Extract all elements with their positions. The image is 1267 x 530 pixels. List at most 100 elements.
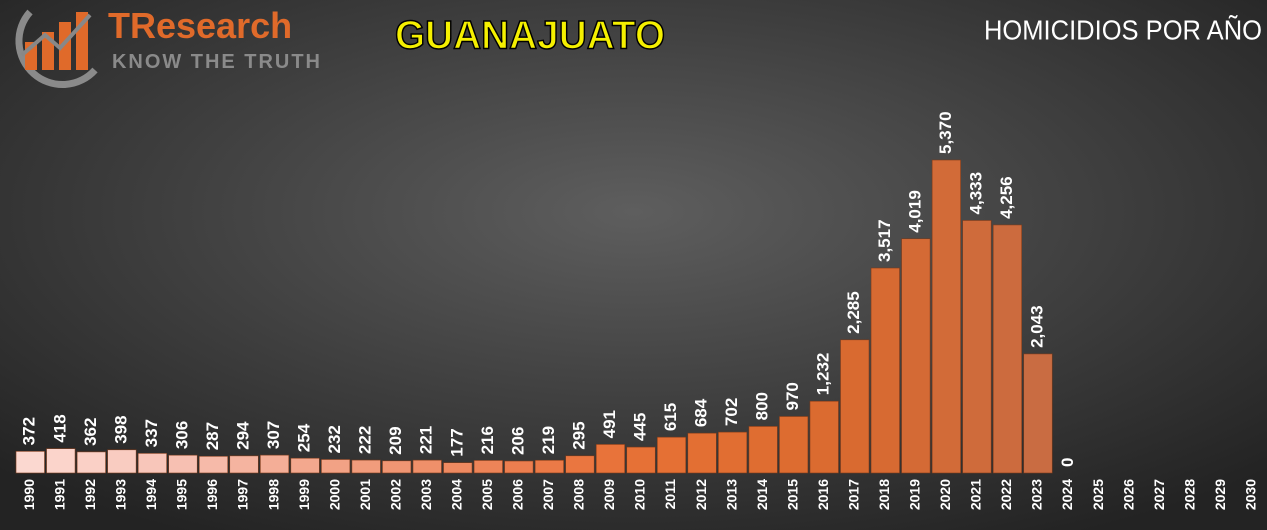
- value-label: 222: [356, 426, 375, 454]
- x-tick-label: 2015: [784, 479, 800, 510]
- x-tick-label: 2002: [387, 479, 403, 510]
- bar: [76, 451, 106, 474]
- bar: [168, 454, 198, 474]
- logo-tagline: KNOW THE TRUTH: [112, 51, 320, 73]
- bar: [901, 238, 931, 474]
- x-tick-label: 1996: [204, 479, 220, 510]
- value-label: 491: [600, 410, 619, 438]
- x-tick-label: 1992: [82, 479, 98, 510]
- value-label: 209: [386, 426, 405, 454]
- value-label: 372: [20, 417, 39, 445]
- value-label: 362: [81, 418, 100, 446]
- value-label: 684: [692, 398, 711, 427]
- x-tick-label: 2028: [1181, 479, 1197, 510]
- value-label: 800: [753, 392, 772, 420]
- bar: [259, 454, 290, 474]
- value-label: 5,370: [936, 111, 955, 154]
- x-tick-label: 2009: [601, 479, 617, 510]
- bar: [473, 460, 503, 474]
- bar: [198, 455, 229, 474]
- x-tick-label: 1993: [113, 479, 129, 510]
- value-label: 177: [447, 428, 466, 456]
- bar: [321, 459, 351, 474]
- x-tick-label: 2017: [845, 479, 861, 510]
- bar: [687, 432, 717, 474]
- value-label: 221: [417, 426, 436, 454]
- value-label: 1,232: [814, 353, 833, 396]
- x-tick-label: 2019: [907, 479, 923, 510]
- logo: TResearch KNOW THE TRUTH: [15, 5, 320, 89]
- x-tick-label: 2029: [1212, 479, 1228, 510]
- bar: [626, 446, 656, 474]
- x-tick-label: 2016: [815, 479, 831, 510]
- value-label: 216: [478, 426, 497, 454]
- x-tick-label: 2014: [754, 479, 770, 510]
- x-tick-label: 2022: [998, 479, 1014, 510]
- logo-ring: [15, 9, 98, 89]
- chart-title: GUANAJUATO: [395, 14, 665, 58]
- x-tick-label: 1999: [296, 479, 312, 510]
- x-tick-label: 2000: [326, 479, 342, 510]
- logo-bar: [59, 22, 71, 70]
- value-label: 254: [295, 423, 314, 452]
- x-tick-label: 2024: [1059, 479, 1075, 510]
- value-label: 970: [783, 382, 802, 410]
- x-tick-label: 2007: [540, 479, 556, 510]
- bar: [718, 431, 748, 474]
- x-tick-label: 2001: [357, 479, 373, 510]
- bar: [412, 459, 442, 474]
- value-label: 398: [111, 415, 130, 443]
- x-tick-label: 2011: [662, 479, 678, 510]
- bar: [1023, 353, 1053, 474]
- bar: [595, 444, 626, 474]
- x-tick-label: 2006: [510, 479, 526, 510]
- x-tick-label: 2004: [448, 479, 464, 510]
- logo-line: [20, 13, 92, 57]
- bar: [15, 451, 45, 474]
- bar: [290, 457, 320, 474]
- value-label: 4,256: [997, 176, 1016, 219]
- value-label: 702: [722, 398, 741, 426]
- value-label: 219: [539, 426, 558, 454]
- value-label: 295: [569, 421, 588, 449]
- bar: [870, 267, 900, 474]
- bar: [931, 159, 961, 474]
- bar: [107, 449, 137, 474]
- x-tick-label: 2003: [418, 479, 434, 510]
- x-tick-label: 1998: [265, 479, 281, 510]
- x-tick-label: 2021: [968, 479, 984, 510]
- bar: [656, 436, 687, 474]
- value-label: 2,285: [844, 291, 863, 334]
- value-label: 615: [661, 403, 680, 431]
- value-label: 294: [234, 421, 253, 450]
- bar: [382, 460, 412, 474]
- x-tick-label: 2030: [1242, 479, 1258, 510]
- x-tick-label: 1994: [143, 479, 159, 510]
- bar: [748, 426, 778, 474]
- x-tick-label: 1995: [174, 479, 190, 510]
- chart-subtitle: HOMICIDIOS POR AÑO: [984, 14, 1262, 45]
- value-label: 306: [172, 421, 191, 449]
- value-label: 307: [264, 421, 283, 449]
- value-label: 3,517: [875, 219, 894, 262]
- x-tick-label: 1997: [235, 479, 251, 510]
- bar: [992, 224, 1023, 474]
- x-tick-label: 1990: [21, 479, 37, 510]
- x-tick-label: 2026: [1120, 479, 1136, 510]
- value-label: 206: [508, 427, 527, 455]
- value-label: 0: [1058, 458, 1077, 467]
- value-label: 287: [203, 422, 222, 450]
- value-label: 337: [142, 419, 161, 447]
- bar: [565, 455, 595, 474]
- logo-name: TResearch: [108, 5, 292, 46]
- bar: [534, 459, 564, 474]
- value-label: 445: [630, 413, 649, 441]
- x-tick-label: 1991: [52, 479, 68, 510]
- x-tick-label: 2013: [723, 479, 739, 510]
- bar: [504, 460, 534, 474]
- bar: [779, 416, 809, 474]
- x-tick-label: 2018: [876, 479, 892, 510]
- x-tick-label: 2025: [1090, 479, 1106, 510]
